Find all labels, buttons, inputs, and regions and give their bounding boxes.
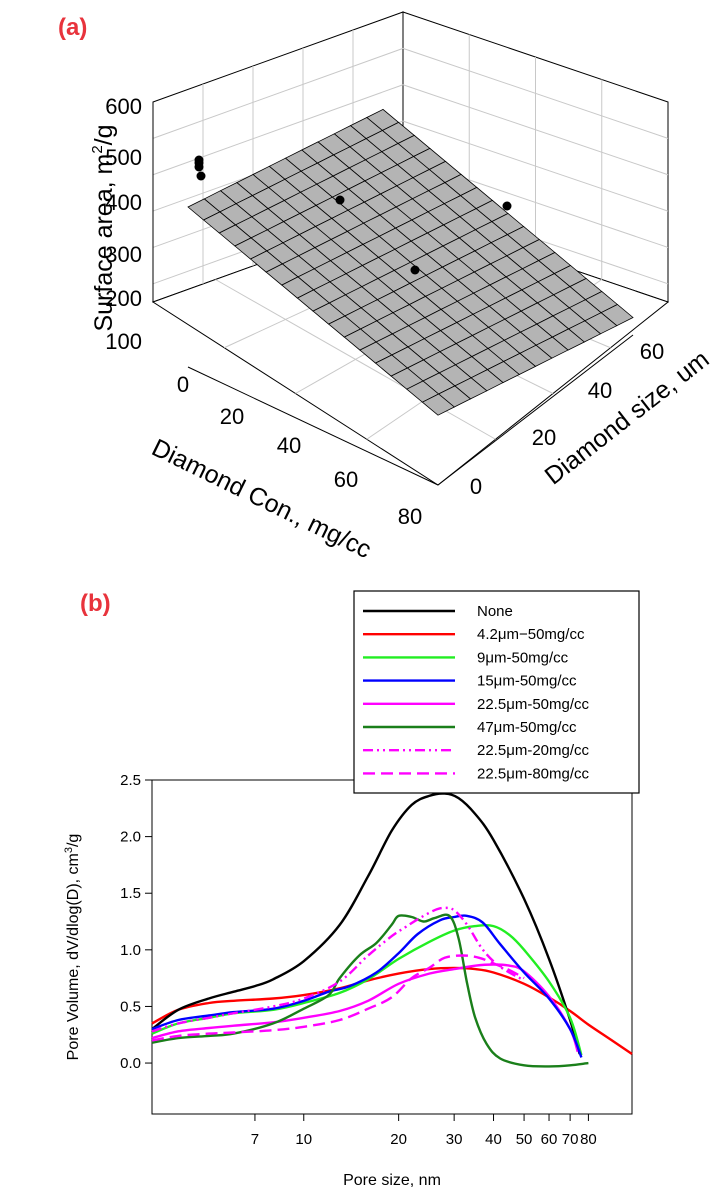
data-point: [196, 171, 206, 181]
y-tick-label: 0.5: [120, 998, 141, 1015]
z-tick-label: 300: [105, 242, 142, 267]
series-line: [151, 923, 583, 1056]
legend-entry-label: 15μm-50mg/cc: [477, 673, 577, 690]
y-tick-label: 1.0: [120, 942, 141, 959]
x-tick-label: 50: [516, 1131, 533, 1148]
x-tick-label: 40: [485, 1131, 502, 1148]
legend-entry-label: 4.2μm−50mg/cc: [477, 626, 585, 643]
x-tick-label: 60: [541, 1131, 558, 1148]
legend-entry-label: 47μm-50mg/cc: [477, 719, 577, 736]
y-axis-title-main: Pore Volume, dV/dlog(D), cm: [65, 853, 82, 1060]
panel-a-label: (a): [58, 14, 88, 41]
regression-surface: [187, 108, 634, 416]
z-tick-label: 600: [105, 94, 142, 119]
chart-a-3d-surface: 100 200 300 400 500 600 0 20 40 60 80 0 …: [89, 11, 715, 565]
x-tick-label: 7: [251, 1131, 259, 1148]
y-axis-line: [437, 334, 634, 486]
series-line: [151, 906, 525, 1033]
x-tick-label: 60: [334, 467, 358, 492]
z-axis-title-sup: 2: [89, 145, 106, 153]
y-tick-label: 20: [532, 425, 556, 450]
z-tick-label: 100: [105, 329, 142, 354]
series-line: [151, 966, 633, 1055]
x-tick-label: 20: [390, 1131, 407, 1148]
y-axis-title: Pore Volume, dV/dlog(D), cm3/g: [63, 834, 82, 1061]
y-axis-title-unit: /g: [65, 834, 82, 847]
x-axis-line: [187, 366, 439, 486]
y-tick-label: 60: [640, 339, 664, 364]
legend: None 4.2μm−50mg/cc 9μm-50mg/cc 15μm-50mg/cc…: [353, 590, 640, 794]
axes: [152, 102, 634, 486]
panel-b-label: (b): [80, 590, 111, 617]
x-axis-title: Diamond Con., mg/cc: [147, 434, 375, 565]
y-tick-label: 0: [470, 474, 482, 499]
legend-entry-label: 22.5μm-50mg/cc: [477, 696, 590, 713]
x-tick-label: 20: [220, 404, 244, 429]
legend-entry-label: 22.5μm-20mg/cc: [477, 742, 590, 759]
y-axis-title-sup: 3: [63, 847, 75, 853]
legend-entry-label: 9μm-50mg/cc: [477, 649, 569, 666]
data-point: [502, 201, 512, 211]
x-tick-label: 0: [177, 372, 189, 397]
legend-box: [353, 590, 640, 794]
x-axis-title: Pore size, nm: [343, 1172, 441, 1189]
series-lines: [151, 792, 633, 1068]
legend-entry-label: 22.5μm-80mg/cc: [477, 765, 590, 782]
data-points: [194, 155, 512, 275]
y-tick-label: 0.0: [120, 1055, 141, 1072]
y-tick-label: 40: [588, 378, 612, 403]
plot-area: [151, 779, 633, 1115]
x-tick-label: 40: [277, 433, 301, 458]
y-tick-label: 1.5: [120, 885, 141, 902]
data-point: [410, 265, 420, 275]
x-tick-label: 80: [580, 1131, 597, 1148]
legend-entry-label: None: [477, 603, 513, 620]
wall-gridline: [152, 47, 404, 139]
x-tick-label: 80: [398, 504, 422, 529]
series-line: [151, 913, 589, 1068]
x-tick-label: 10: [295, 1131, 312, 1148]
series-line: [151, 792, 581, 1055]
series-line: [151, 963, 579, 1053]
z-tick-label: 200: [105, 286, 142, 311]
x-tick-label: 30: [446, 1131, 463, 1148]
series-line: [151, 914, 583, 1058]
z-axis-title-main: Surface area, m: [90, 154, 118, 332]
y-tick-label: 2.0: [120, 829, 141, 846]
axis-ticks: 0.0 0.5 1.0 1.5 2.0 2.5 7 10 20 30 40 50 60 70 80: [120, 772, 597, 1148]
data-point: [194, 162, 204, 172]
z-tick-label: 500: [105, 145, 142, 170]
z-axis-title-unit: /g: [90, 124, 118, 145]
z-axis-title: Surface area, m2/g: [89, 124, 118, 331]
z-tick-label: 400: [105, 190, 142, 215]
x-tick-label: 70: [562, 1131, 579, 1148]
tick-labels: 100 200 300 400 500 600 0 20 40 60 80 0 …: [105, 94, 664, 529]
surface-cell: [421, 393, 456, 416]
series-line: [151, 954, 525, 1042]
y-tick-label: 2.5: [120, 772, 141, 789]
data-point: [335, 195, 345, 205]
